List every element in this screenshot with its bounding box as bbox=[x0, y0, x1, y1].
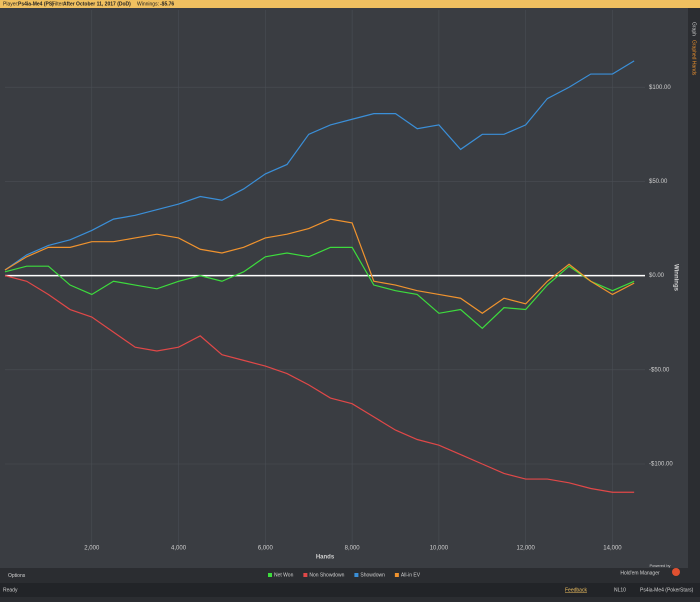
header-text: Winnings: bbox=[137, 1, 159, 7]
x-axis-label: Hands bbox=[316, 555, 335, 561]
header-text: Filter: bbox=[52, 1, 65, 7]
account: Ps4ia-Me4 (PokerStars) bbox=[640, 587, 694, 593]
feedback-link[interactable]: Feedback bbox=[565, 587, 587, 593]
x-tick-label: 12,000 bbox=[516, 546, 535, 552]
legend-swatch bbox=[268, 573, 272, 577]
x-tick-label: 6,000 bbox=[258, 546, 274, 552]
y-tick-label: -$100.00 bbox=[649, 462, 673, 468]
x-tick-label: 8,000 bbox=[345, 546, 361, 552]
y-tick-label: $0.00 bbox=[649, 273, 665, 279]
header-bar bbox=[0, 0, 700, 8]
chart-panel bbox=[0, 8, 688, 568]
sidebar-tab[interactable]: Graphed Hands bbox=[691, 40, 697, 76]
legend-label: Showdown bbox=[360, 572, 385, 578]
header-text: Player: bbox=[3, 1, 19, 7]
options-button[interactable] bbox=[0, 571, 40, 580]
sidebar bbox=[688, 8, 700, 568]
brand: Hold'em Manager bbox=[620, 570, 660, 576]
series-line bbox=[4, 246, 635, 330]
status-text: Ready bbox=[3, 587, 18, 593]
legend-swatch bbox=[354, 573, 359, 577]
series-line bbox=[4, 275, 635, 493]
y-tick-label: $100.00 bbox=[649, 85, 671, 91]
legend-label: Non Showdown bbox=[309, 572, 344, 578]
brand-logo bbox=[672, 568, 680, 576]
y-tick-label: -$50.00 bbox=[649, 367, 670, 373]
legend-swatch bbox=[303, 573, 308, 577]
y-axis-label: Winnings bbox=[672, 264, 678, 292]
header-text: -$5.76 bbox=[160, 1, 174, 7]
x-tick-label: 2,000 bbox=[84, 546, 100, 552]
x-tick-label: 4,000 bbox=[171, 546, 187, 552]
sidebar-tab[interactable]: Graph bbox=[691, 22, 697, 36]
legend-swatch bbox=[394, 573, 399, 577]
options-label[interactable]: Options bbox=[8, 573, 26, 579]
x-tick-label: 10,000 bbox=[430, 546, 449, 552]
header-text: Ps4ia-Me4 (PS) bbox=[18, 1, 54, 7]
stake: NL10 bbox=[614, 587, 626, 593]
y-tick-label: $50.00 bbox=[649, 179, 668, 185]
status-bar bbox=[0, 583, 700, 597]
legend-label: All-in EV bbox=[401, 572, 421, 578]
header-text: After October 11, 2017 (DoD) bbox=[63, 1, 131, 7]
x-tick-label: 14,000 bbox=[603, 546, 622, 552]
powered-by: Powered by bbox=[649, 563, 670, 568]
legend-label: Net Won bbox=[274, 572, 294, 578]
series-line bbox=[4, 218, 635, 315]
series-line bbox=[4, 60, 635, 271]
